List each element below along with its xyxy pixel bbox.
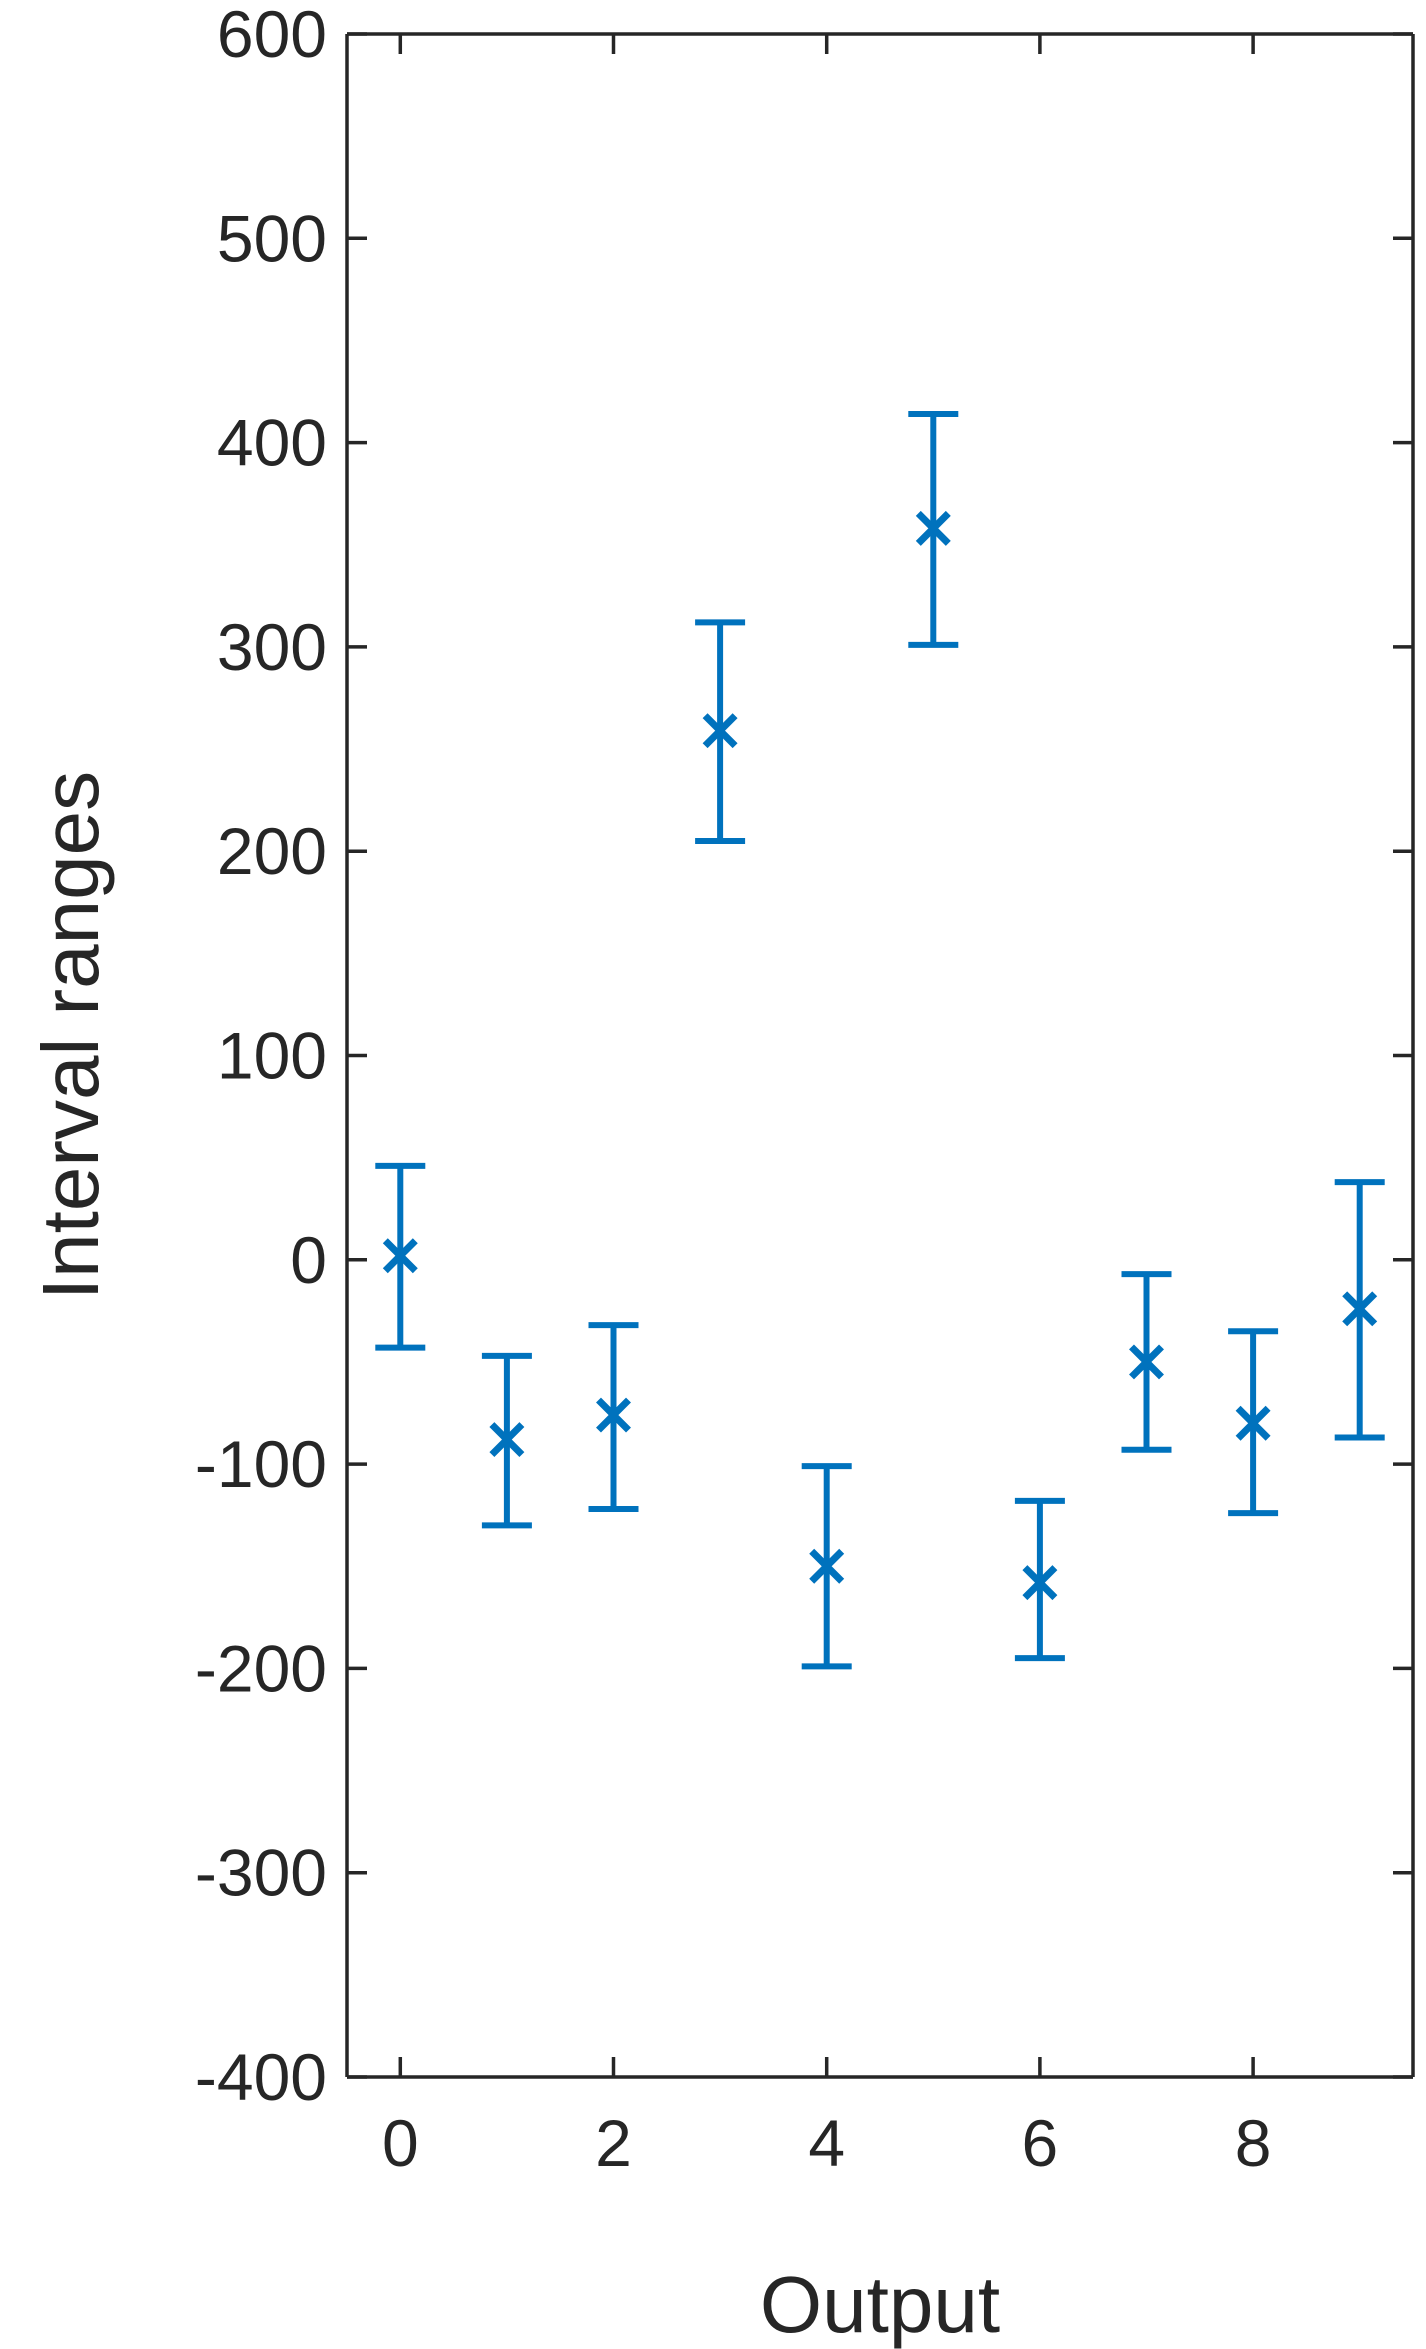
series-errorbars: [375, 410, 1385, 1670]
data-point: [908, 410, 959, 648]
x-marker: [915, 510, 951, 546]
plot-area: [345, 32, 1415, 2079]
y-tick-label: 300: [217, 610, 327, 684]
y-tick-label: 500: [217, 201, 327, 275]
data-point: [801, 1463, 852, 1670]
x-marker: [1235, 1405, 1271, 1441]
ticks: [347, 32, 1413, 2079]
data-point: [1014, 1497, 1065, 1662]
x-marker: [382, 1238, 418, 1274]
tick-labels: -400 -300 -200 -100 0 100 200 300 400 500 600 0 2 4 6 8: [195, 0, 1272, 2180]
y-tick-label: 200: [217, 814, 327, 888]
data-point: [1121, 1271, 1172, 1453]
y-tick-label: -200: [195, 1631, 327, 1705]
y-axis-label: Interval ranges: [26, 771, 115, 1300]
data-point: [695, 619, 746, 844]
x-marker: [1129, 1344, 1164, 1380]
x-marker: [809, 1548, 845, 1584]
x-tick-label: 4: [808, 2106, 845, 2180]
y-tick-label: 400: [217, 406, 327, 480]
data-point: [1228, 1328, 1279, 1517]
x-tick-label: 0: [382, 2106, 419, 2180]
x-marker: [702, 713, 738, 749]
data-point: [481, 1352, 532, 1529]
data-point: [375, 1162, 426, 1351]
x-marker: [1022, 1565, 1058, 1601]
y-tick-label: 100: [217, 1019, 327, 1093]
y-tick-label: -100: [195, 1427, 327, 1501]
x-tick-label: 2: [595, 2106, 632, 2180]
x-marker: [596, 1397, 631, 1433]
y-tick-label: -400: [195, 2040, 327, 2114]
x-axis-label: Output: [760, 2260, 1000, 2349]
y-tick-label: -300: [195, 1836, 327, 1910]
y-tick-label: 0: [290, 1223, 327, 1297]
x-marker: [1342, 1291, 1378, 1327]
y-tick-label: 600: [217, 0, 327, 71]
x-tick-label: 8: [1235, 2106, 1272, 2180]
x-marker: [489, 1422, 525, 1458]
data-point: [1334, 1179, 1385, 1441]
data-point: [588, 1322, 639, 1513]
x-tick-label: 6: [1022, 2106, 1059, 2180]
